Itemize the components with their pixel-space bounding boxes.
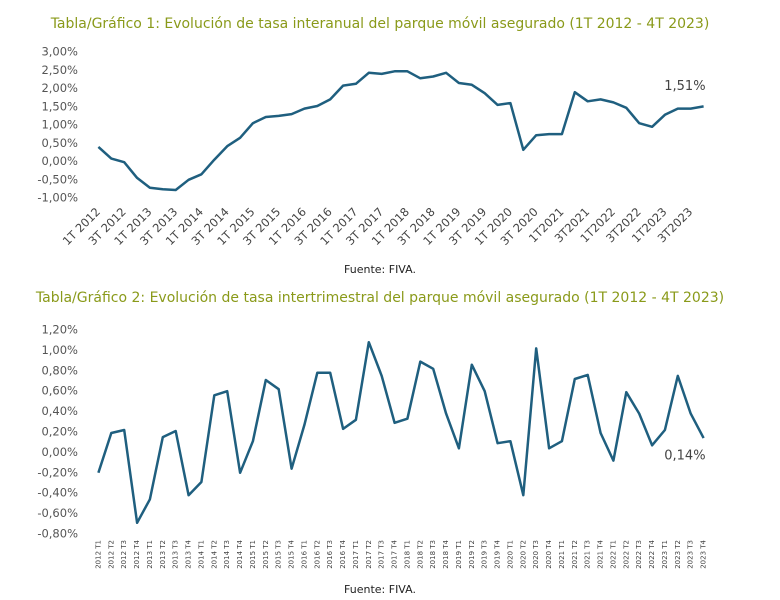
chart-title: Tabla/Gráfico 2: Evolución de tasa inter… <box>35 290 724 306</box>
value-label: 1,51% <box>664 79 705 94</box>
x-tick-label: 2022 T2 <box>622 540 630 569</box>
y-tick-label: -0,20% <box>37 465 78 479</box>
x-tick-label: 2016 T3 <box>326 540 334 569</box>
x-tick-label: 2022 T4 <box>648 539 656 568</box>
x-tick-label: 2014 T3 <box>223 540 231 569</box>
x-tick-label: 2016 T2 <box>313 540 321 569</box>
y-tick-label: 1,50% <box>41 99 78 113</box>
x-tick-label: 2017 T4 <box>391 539 399 568</box>
y-tick-label: 0,00% <box>41 154 78 168</box>
x-tick-label: 2015 T2 <box>262 540 270 569</box>
y-tick-label: 0,60% <box>41 384 78 398</box>
x-tick-label: 2022 T1 <box>609 540 617 569</box>
x-tick-label: 2014 T1 <box>197 540 205 569</box>
x-tick-label: 2020 T1 <box>506 540 514 569</box>
x-tick-label: 2023 T3 <box>687 540 695 569</box>
x-tick-label: 2017 T1 <box>352 540 360 569</box>
y-tick-label: 0,40% <box>41 404 78 418</box>
x-tick-label: 2020 T3 <box>532 540 540 569</box>
data-line <box>97 340 705 525</box>
x-tick-label: 2023 T4 <box>700 539 708 568</box>
y-tick-label: 2,50% <box>41 63 78 77</box>
x-tick-label: 2013 T2 <box>159 540 167 569</box>
x-tick-label: 2019 T2 <box>468 540 476 569</box>
y-tick-label: -0,50% <box>37 172 78 186</box>
x-tick-label: 2017 T2 <box>365 540 373 569</box>
x-tick-label: 2016 T4 <box>339 539 347 568</box>
x-tick-label: 2018 T2 <box>416 540 424 569</box>
x-tick-label: 2017 T3 <box>378 540 386 569</box>
x-tick-label: 2021 T3 <box>584 540 592 569</box>
x-tick-label: 2023 T1 <box>661 540 669 569</box>
x-tick-label: 2013 T3 <box>172 540 180 569</box>
y-tick-label: 0,20% <box>41 425 78 439</box>
x-tick-label: 2013 T4 <box>185 539 193 568</box>
y-tick-label: 3,00% <box>41 45 78 59</box>
y-tick-label: 1,20% <box>41 323 78 337</box>
y-tick-label: 0,80% <box>41 363 78 377</box>
x-tick-label: 2020 T4 <box>545 539 553 568</box>
x-tick-label: 2015 T4 <box>288 539 296 568</box>
y-tick-label: 0,00% <box>41 445 78 459</box>
x-tick-label: 2018 T4 <box>442 539 450 568</box>
x-tick-label: 2012 T2 <box>107 540 115 569</box>
y-tick-label: -0,80% <box>37 527 78 541</box>
x-tick-label: 2013 T1 <box>146 540 154 569</box>
y-tick-label: 1,00% <box>41 343 78 357</box>
x-tick-label: 2016 T1 <box>300 540 308 569</box>
y-tick-label: -0,40% <box>37 486 78 500</box>
y-tick-label: -1,00% <box>37 191 78 205</box>
source-note: Fuente: FIVA. <box>344 263 416 276</box>
x-tick-label: 2021 T1 <box>558 540 566 569</box>
x-tick-label: 2014 T4 <box>236 539 244 568</box>
x-tick-label: 2022 T3 <box>635 540 643 569</box>
y-tick-label: -0,60% <box>37 506 78 520</box>
x-tick-label: 2019 T3 <box>481 540 489 569</box>
x-tick-label: 2018 T1 <box>403 540 411 569</box>
x-tick-label: 2021 T4 <box>597 539 605 568</box>
x-tick-label: 2023 T2 <box>674 540 682 569</box>
x-tick-label: 2021 T2 <box>571 540 579 569</box>
y-tick-label: 2,00% <box>41 81 78 95</box>
x-tick-label: 2015 T1 <box>249 540 257 569</box>
x-tick-label: 2018 T3 <box>429 540 437 569</box>
x-tick-label: 2014 T2 <box>210 540 218 569</box>
x-tick-label: 2012 T3 <box>120 540 128 569</box>
x-tick-label: 2012 T4 <box>133 539 141 568</box>
x-tick-label: 2019 T4 <box>494 539 502 568</box>
chart-title: Tabla/Gráfico 1: Evolución de tasa inter… <box>50 16 710 32</box>
source-note: Fuente: FIVA. <box>344 583 416 596</box>
y-tick-label: 1,00% <box>41 118 78 132</box>
x-tick-label: 2020 T2 <box>519 540 527 569</box>
x-tick-label: 2015 T3 <box>275 540 283 569</box>
x-tick-label: 2012 T1 <box>94 540 102 569</box>
value-label: 0,14% <box>664 449 705 464</box>
y-tick-label: 0,50% <box>41 136 78 150</box>
x-tick-label: 2019 T1 <box>455 540 463 569</box>
data-line <box>97 70 704 192</box>
